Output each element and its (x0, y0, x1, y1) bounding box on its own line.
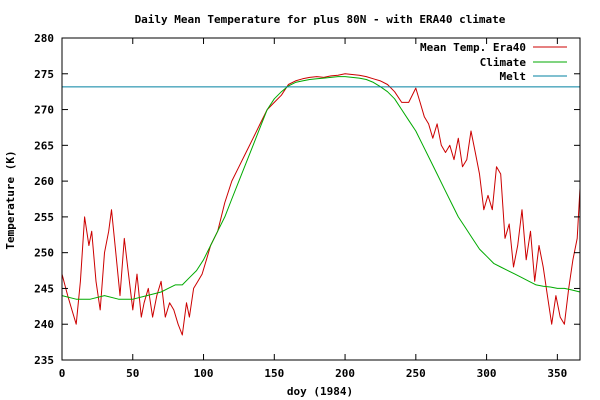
y-tick-label: 255 (34, 211, 54, 224)
x-tick-label: 250 (406, 367, 426, 380)
legend-label-climate: Climate (480, 56, 527, 69)
legend: Mean Temp. Era40 Climate Melt (420, 41, 567, 83)
y-tick-label: 260 (34, 175, 54, 188)
x-tick-label: 350 (547, 367, 567, 380)
x-tick-label: 100 (194, 367, 214, 380)
legend-label-melt: Melt (500, 70, 527, 83)
x-axis-label: doy (1984) (287, 385, 353, 398)
x-tick-label: 50 (126, 367, 139, 380)
x-tick-label: 0 (59, 367, 66, 380)
y-tick-label: 235 (34, 354, 54, 367)
ticks-layer: 0 50 100 150 200 250 300 350 235 240 245 250 255 260 2… (34, 32, 580, 380)
series-climate-line (61, 76, 581, 300)
chart-title: Daily Mean Temperature for plus 80N - wi… (135, 13, 506, 26)
series-mean-temp-line (61, 73, 581, 336)
y-tick-label: 275 (34, 68, 54, 81)
y-tick-label: 280 (34, 32, 54, 45)
series-layer (61, 73, 581, 336)
legend-label-mean-temp: Mean Temp. Era40 (420, 41, 526, 54)
y-tick-label: 265 (34, 139, 54, 152)
x-tick-label: 150 (264, 367, 284, 380)
plot-frame (61, 37, 581, 361)
y-tick-label: 270 (34, 104, 54, 117)
x-tick-label: 200 (335, 367, 355, 380)
x-tick-label: 300 (477, 367, 497, 380)
y-axis-label: Temperature (K) (4, 150, 17, 249)
y-tick-label: 250 (34, 247, 54, 260)
y-tick-label: 240 (34, 318, 54, 331)
y-tick-label: 245 (34, 282, 54, 295)
